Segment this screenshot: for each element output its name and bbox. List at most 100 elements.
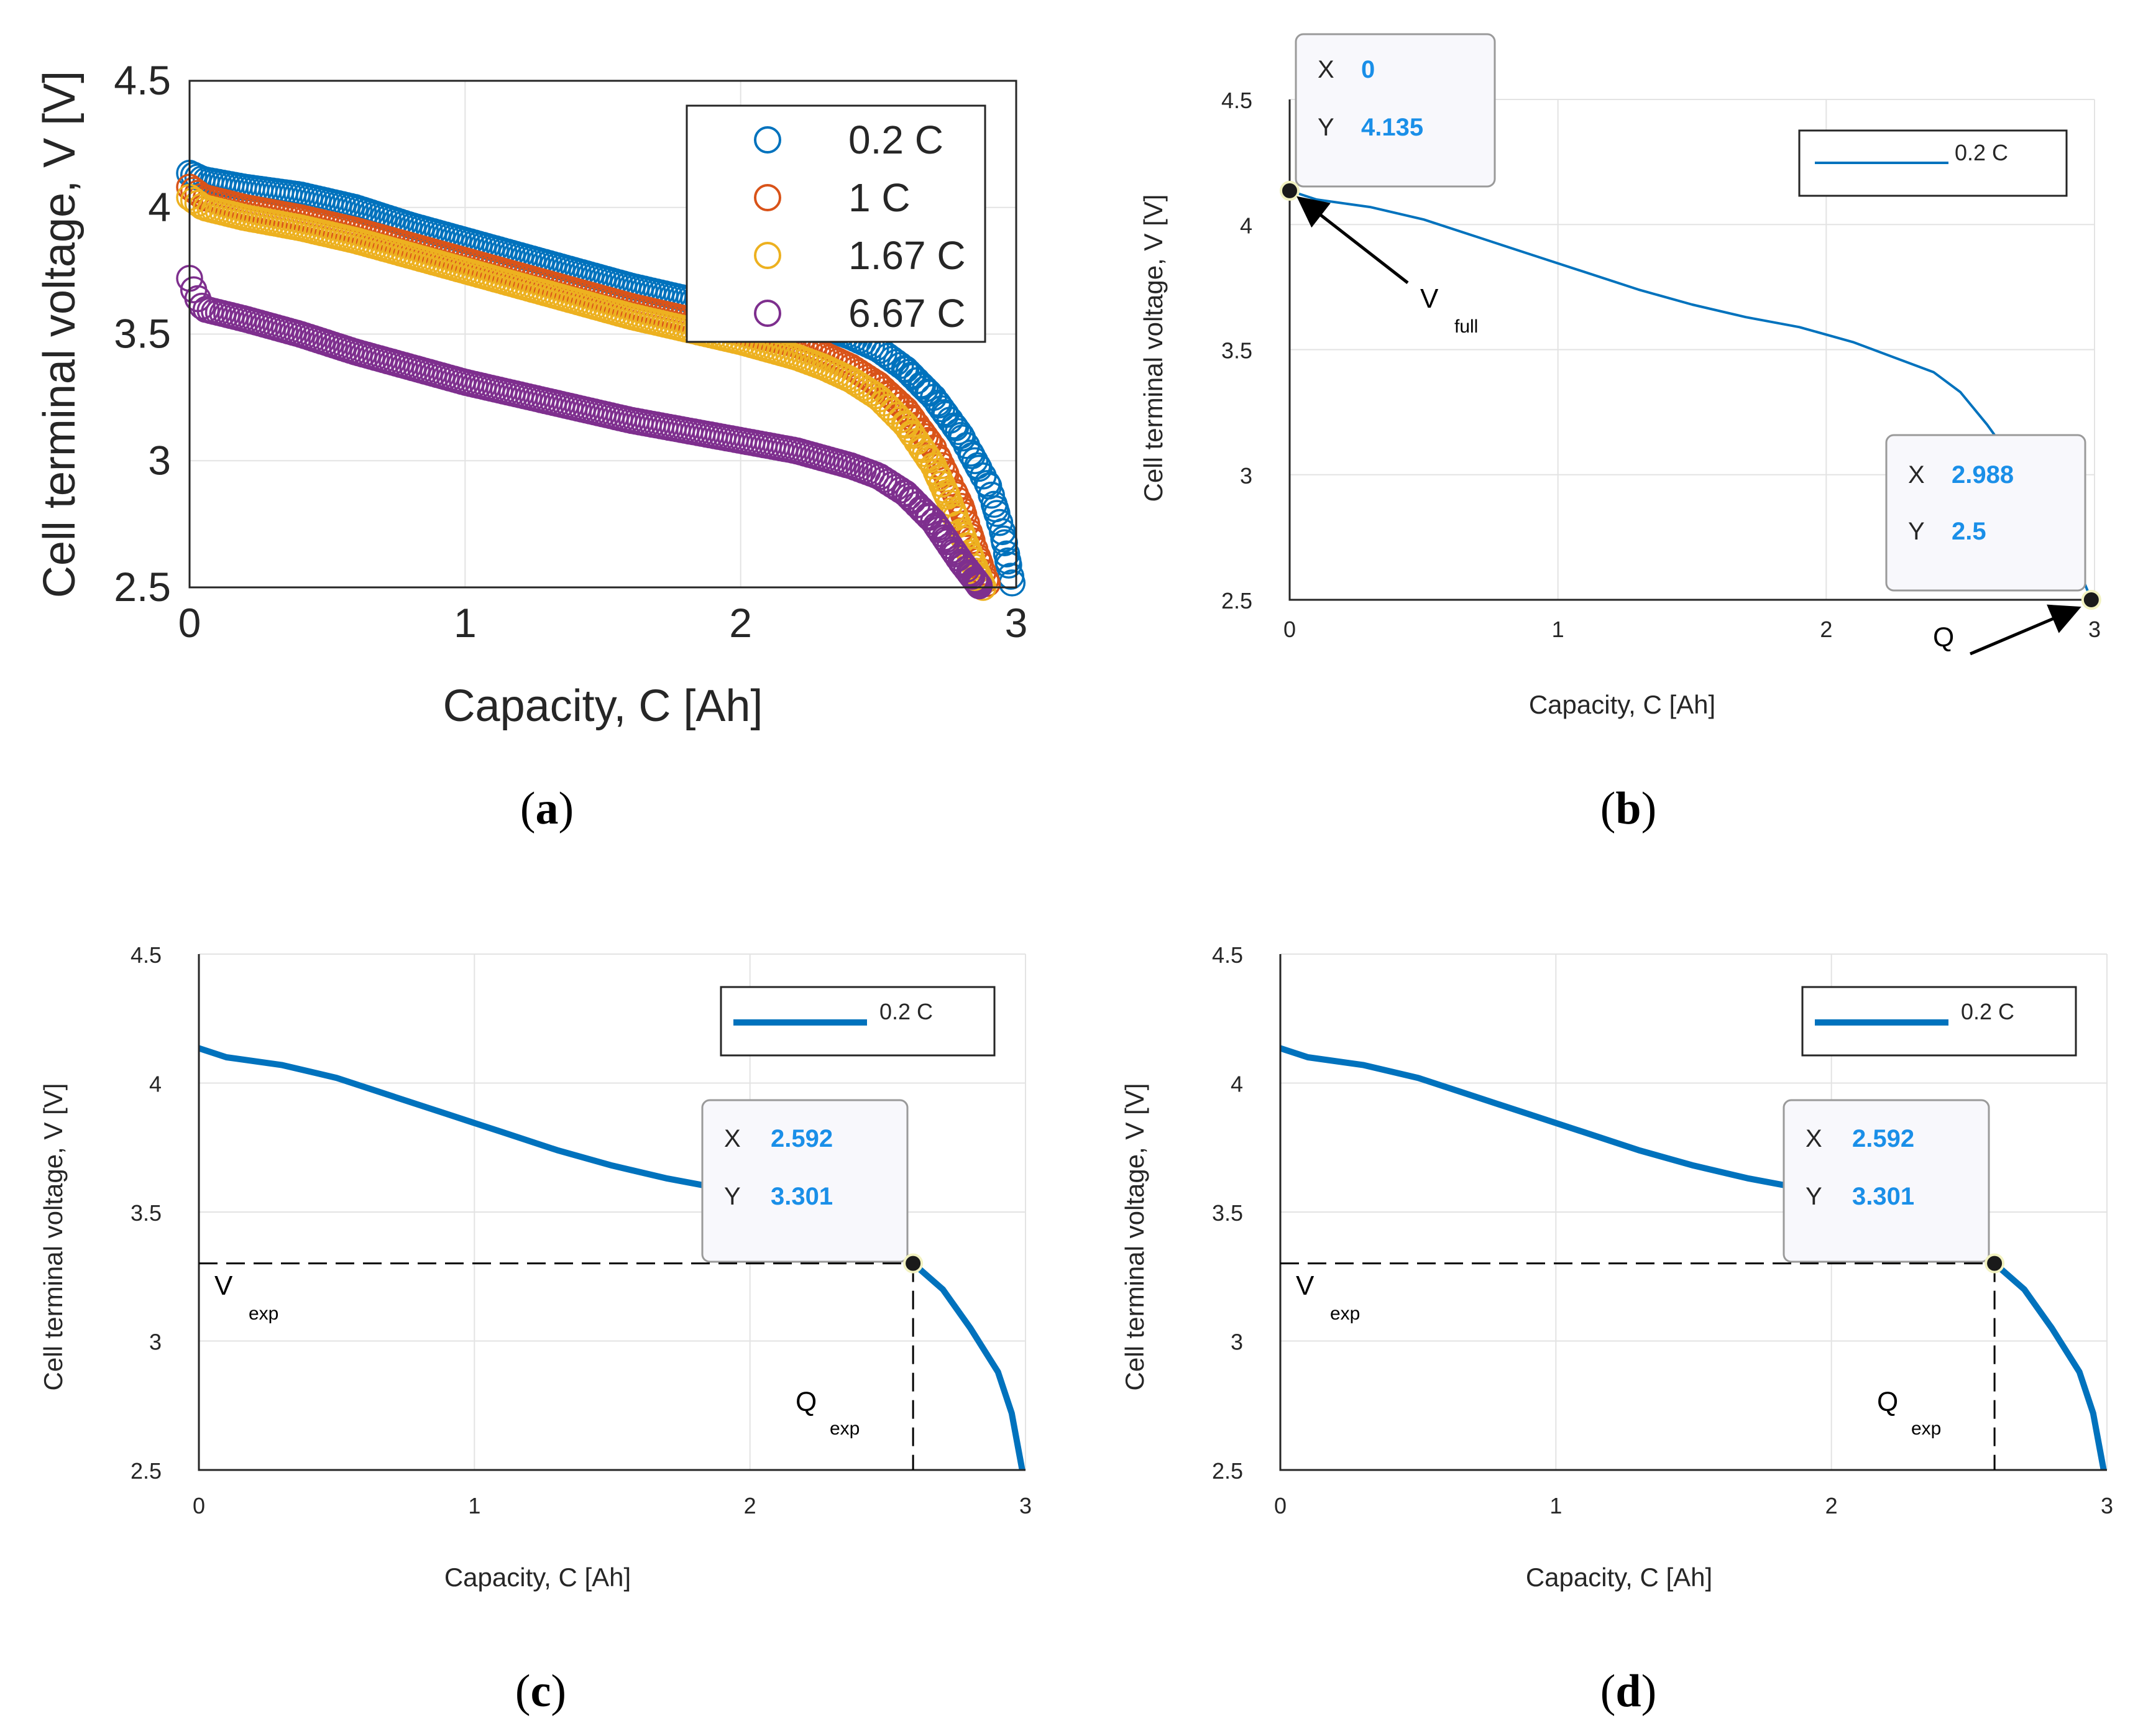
- chart-a-plot-frame: [188, 80, 1017, 589]
- chart-a-point: [925, 391, 953, 419]
- chart-b-datatip-1-x-key: X: [1318, 56, 1334, 83]
- chart-a-point: [930, 399, 958, 426]
- chart-a-point: [903, 491, 931, 518]
- chart-a-point: [903, 367, 931, 395]
- chart-d-qexp-sub: exp: [1911, 1418, 1941, 1439]
- chart-c-y-ticks: 2.5 3 3.5 4 4.5: [131, 942, 162, 1484]
- chart-a-point: [958, 563, 986, 590]
- chart-b-xtick-1: 1: [1552, 617, 1564, 642]
- chart-b-xtick-2: 2: [1820, 617, 1832, 642]
- chart-a-point: [961, 447, 989, 474]
- chart-a-ytick-0: 2.5: [114, 564, 171, 610]
- chart-b: 0 1 2 3 2.5 3 3.5 4 4.5 Capacity, C [Ah] Cell t…: [1139, 33, 2101, 719]
- chart-b-datatip-1: X 0 Y 4.135: [1295, 33, 1496, 188]
- chart-d-datatip-marker-0: [1985, 1253, 2005, 1274]
- chart-d-datatip-markers: [1985, 1253, 2005, 1274]
- chart-b-ytick-1: 3: [1240, 463, 1252, 489]
- chart-d-datatip-x-key: X: [1806, 1125, 1822, 1152]
- chart-c-datatip: X 2.592 Y 3.301: [701, 1099, 909, 1263]
- chart-a-legend-marker-2: [754, 242, 781, 269]
- chart-a-point: [892, 356, 920, 383]
- chart-b-datatip-markers: [1280, 180, 2101, 610]
- chart-a-legend: 0.2 C 1 C 1.67 C 6.67 C: [686, 104, 986, 343]
- chart-d-x-ticks: 0 1 2 3: [1274, 1493, 2113, 1518]
- chart-c-xlabel: Capacity, C [Ah]: [444, 1563, 631, 1592]
- chart-c-datatip-marker-0: [903, 1253, 924, 1274]
- chart-c-ytick-2: 3.5: [131, 1200, 162, 1226]
- chart-b-datatip-2: X 2.988 Y 2.5: [1885, 434, 2086, 592]
- chart-d-ytick-3: 4: [1231, 1072, 1243, 1097]
- chart-a-point: [909, 497, 937, 524]
- chart-b-ytick-2: 3.5: [1221, 338, 1252, 364]
- chart-a-point: [897, 485, 925, 513]
- chart-d-xtick-3: 3: [2101, 1493, 2113, 1518]
- chart-c-qexp-sub: exp: [830, 1418, 860, 1439]
- chart-a-point: [920, 383, 947, 411]
- chart-a-point: [965, 454, 993, 482]
- chart-d-legend: 0.2 C: [1801, 986, 2077, 1057]
- chart-c-ytick-3: 4: [149, 1072, 162, 1097]
- chart-a: 0 1 2 3 2.5 3 3.5 4 4.5 Capacity, C [Ah] Cell t…: [35, 57, 1027, 731]
- chart-d-vexp-sub: exp: [1330, 1303, 1360, 1324]
- chart-c-xtick-2: 2: [744, 1493, 756, 1518]
- chart-d-ytick-2: 3.5: [1212, 1200, 1243, 1226]
- chart-a-point: [914, 444, 942, 472]
- chart-c-xtick-1: 1: [468, 1493, 480, 1518]
- chart-b-datatip-2-x-key: X: [1908, 461, 1925, 489]
- chart-a-point: [914, 502, 942, 530]
- chart-a-point: [909, 372, 937, 400]
- chart-b-datatip-2-y-key: Y: [1908, 518, 1925, 545]
- chart-d-series-0-line: [1279, 1045, 2107, 1471]
- chart-c-qexp-label: Q: [796, 1387, 817, 1417]
- chart-d-ytick-0: 2.5: [1212, 1458, 1243, 1484]
- chart-a-xtick-1: 1: [454, 600, 477, 646]
- chart-a-point: [897, 361, 925, 389]
- panel-label-d: (d): [1600, 1666, 1656, 1717]
- chart-c-xtick-0: 0: [193, 1493, 205, 1518]
- chart-a-legend-label-1: 1 C: [848, 175, 911, 220]
- chart-a-ylabel: Cell terminal voltage, V [V]: [35, 71, 85, 598]
- chart-a-ytick-4: 4.5: [114, 57, 171, 103]
- chart-a-ytick-2: 3.5: [114, 311, 171, 357]
- chart-c-ytick-4: 4.5: [131, 942, 162, 968]
- chart-d-datatip: X 2.592 Y 3.301: [1783, 1099, 1990, 1263]
- chart-d-series: [1279, 1045, 2107, 1471]
- chart-b-datatip-1-x-value: 0: [1361, 56, 1375, 83]
- chart-a-point: [184, 190, 212, 217]
- chart-d-qexp-label: Q: [1877, 1387, 1898, 1417]
- chart-a-legend-marker-0: [754, 126, 781, 154]
- chart-b-datatip-2-y-value: 2.5: [1952, 518, 1986, 545]
- chart-b-y-ticks: 2.5 3 3.5 4 4.5: [1221, 88, 1252, 613]
- chart-c-series-0-line: [198, 1045, 1026, 1471]
- chart-b-legend-label: 0.2 C: [1955, 140, 2008, 165]
- chart-d-xtick-2: 2: [1825, 1493, 1838, 1518]
- chart-b-legend: 0.2 C: [1798, 129, 2068, 197]
- chart-a-series-2: [176, 183, 997, 601]
- panel-label-b: (b): [1600, 783, 1656, 834]
- chart-c-ytick-1: 3: [149, 1330, 162, 1355]
- panel-label-a: (a): [520, 783, 574, 834]
- chart-b-q-arrow: [1970, 604, 2081, 656]
- chart-d-xtick-0: 0: [1274, 1493, 1287, 1518]
- chart-d-xlabel: Capacity, C [Ah]: [1526, 1563, 1712, 1592]
- panel-label-c: (c): [515, 1666, 566, 1717]
- chart-a-ytick-3: 4: [148, 184, 171, 230]
- chart-b-ylabel: Cell terminal voltage, V [V]: [1139, 195, 1168, 502]
- chart-b-datatip-marker-0: [1280, 180, 1300, 201]
- chart-c-ylabel: Cell terminal voltage, V [V]: [39, 1083, 68, 1391]
- chart-a-point: [957, 439, 984, 467]
- chart-c-legend-label: 0.2 C: [879, 999, 933, 1024]
- chart-b-q-label: Q: [1933, 622, 1954, 653]
- chart-a-point: [973, 470, 1001, 497]
- chart-a-xtick-0: 0: [178, 600, 201, 646]
- chart-d-guides: [1280, 1262, 1996, 1470]
- chart-a-point: [936, 406, 964, 434]
- chart-a-legend-label-0: 0.2 C: [848, 117, 943, 162]
- chart-c-guides: [199, 1262, 914, 1470]
- chart-a-legend-marker-1: [754, 184, 781, 211]
- chart-a-ytick-1: 3: [148, 437, 171, 483]
- chart-a-legend-marker-3: [754, 300, 781, 327]
- chart-a-point: [892, 480, 920, 507]
- chart-a-point: [965, 572, 993, 600]
